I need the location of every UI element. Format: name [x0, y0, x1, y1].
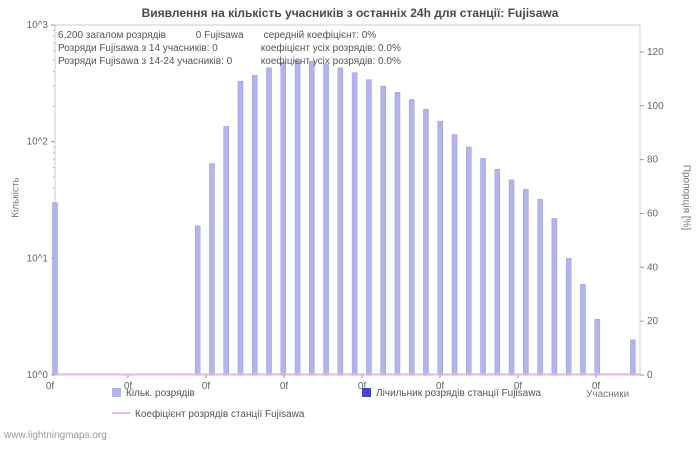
discharge-count-bar — [309, 60, 315, 376]
station-counter-swatch — [362, 388, 371, 397]
stat-coefficient-14-24: коефіцієнт усіх розрядів: 0.0% — [260, 56, 401, 67]
plot-frame — [54, 24, 641, 376]
x-axis-tick-label: 0f — [514, 381, 523, 392]
discharge-count-bar — [580, 283, 586, 376]
watermark: www.lightningmaps.org — [4, 430, 107, 441]
discharge-count-bar — [351, 72, 358, 376]
discharge-count-bar — [480, 158, 486, 376]
discharge-count-bar — [594, 319, 600, 376]
discharge-count-bar — [252, 75, 258, 376]
legend-item-station-counter: Лічильник розрядів станції Fujisawa — [362, 388, 541, 399]
discharge-count-bar — [223, 126, 229, 376]
stats-line-1: 6,200 загалом розрядів 0 Fujisawa середн… — [58, 29, 401, 42]
x-axis-tick-label: 0f — [436, 381, 445, 392]
discharge-count-bar — [630, 339, 636, 376]
right-axis-tick-label: 60 — [647, 208, 659, 219]
stat-coefficient-14: коефіцієнт усіх розрядів: 0.0% — [260, 43, 401, 54]
discharge-count-bar — [380, 85, 386, 376]
discharge-count-bar — [523, 189, 529, 376]
left-axis-tick-label: 10^0 — [27, 370, 49, 381]
station-coefficient-swatch — [112, 412, 130, 414]
discharge-count-bar — [537, 199, 543, 376]
discharge-count-bar — [508, 179, 515, 376]
discharge-count-bar — [266, 67, 272, 376]
discharge-count-bar — [565, 258, 572, 376]
stat-mean-coefficient: середній коефіцієнт: 0% — [263, 30, 377, 41]
discharge-count-bar — [451, 134, 458, 376]
x-axis-tick-label: 0f — [202, 381, 211, 392]
discharge-count-bar — [280, 61, 287, 376]
right-axis-tick-label: 120 — [647, 47, 664, 58]
legend-item-station-coefficient: Коефіцієнт розрядів станції Fujisawa — [112, 409, 304, 420]
stats-line-2: Розряди Fujisawa з 14 учасників: 0 коефі… — [58, 42, 401, 55]
y-axis-label-left: Кількість — [10, 177, 22, 218]
x-axis-tick-label: 0f — [124, 381, 133, 392]
discharge-count-bar — [209, 163, 215, 376]
x-axis-tick-label: 0f — [592, 381, 601, 392]
discharge-count-bar — [52, 202, 58, 376]
discharge-count-bar — [437, 120, 443, 376]
discharge-count-bar — [194, 225, 201, 376]
x-axis-label: Учасники — [586, 389, 630, 400]
stat-total-discharges: 6,200 загалом розрядів — [58, 30, 166, 41]
left-axis-tick-label: 10^3 — [27, 20, 49, 31]
discharge-count-bar — [323, 64, 329, 376]
left-axis-tick-label: 10^1 — [27, 253, 49, 264]
legend-label-station-coefficient: Коефіцієнт розрядів станції Fujisawa — [135, 409, 305, 420]
discharge-count-bar — [408, 99, 415, 376]
discharge-count-bar — [394, 92, 401, 376]
stat-discharges-14-24: Розряди Fujisawa з 14-24 учасників: 0 — [58, 56, 233, 67]
discharge-count-bar — [237, 80, 244, 376]
x-axis-tick-label: 0f — [358, 381, 367, 392]
discharge-count-bar — [466, 146, 472, 376]
discharge-count-bar — [423, 108, 429, 376]
left-axis-tick-label: 10^2 — [27, 137, 49, 148]
right-axis-tick-label: 80 — [647, 155, 659, 166]
discharge-count-bar — [337, 67, 344, 376]
x-axis-tick-label: 0f — [46, 381, 55, 392]
discharge-count-swatch — [112, 388, 121, 397]
legend-item-discharge-count: Кільк. розрядів — [112, 388, 195, 399]
y-axis-label-right: Пропорція [%] — [680, 164, 692, 231]
legend-label-station-counter: Лічильник розрядів станції Fujisawa — [376, 388, 542, 399]
right-axis-tick-label: 40 — [647, 262, 659, 273]
discharge-count-bar — [294, 59, 301, 376]
right-axis-tick-label: 20 — [647, 316, 659, 327]
stats-line-3: Розряди Fujisawa з 14-24 учасників: 0 ко… — [58, 55, 401, 68]
legend-label-discharge-count: Кільк. розрядів — [126, 388, 195, 399]
right-axis-tick-label: 0 — [647, 370, 653, 381]
discharge-count-bar — [551, 218, 558, 376]
discharge-count-bar — [494, 169, 501, 376]
chart-title: Виявлення на кількість учасників з остан… — [141, 6, 559, 20]
discharge-count-bar — [366, 79, 372, 376]
x-axis-tick-label: 0f — [280, 381, 289, 392]
right-axis-tick-label: 100 — [647, 101, 664, 112]
stats-block: 6,200 загалом розрядів 0 Fujisawa середн… — [58, 29, 401, 68]
stat-discharges-14: Розряди Fujisawa з 14 учасників: 0 — [58, 43, 218, 54]
stat-station-discharges: 0 Fujisawa — [195, 30, 244, 41]
